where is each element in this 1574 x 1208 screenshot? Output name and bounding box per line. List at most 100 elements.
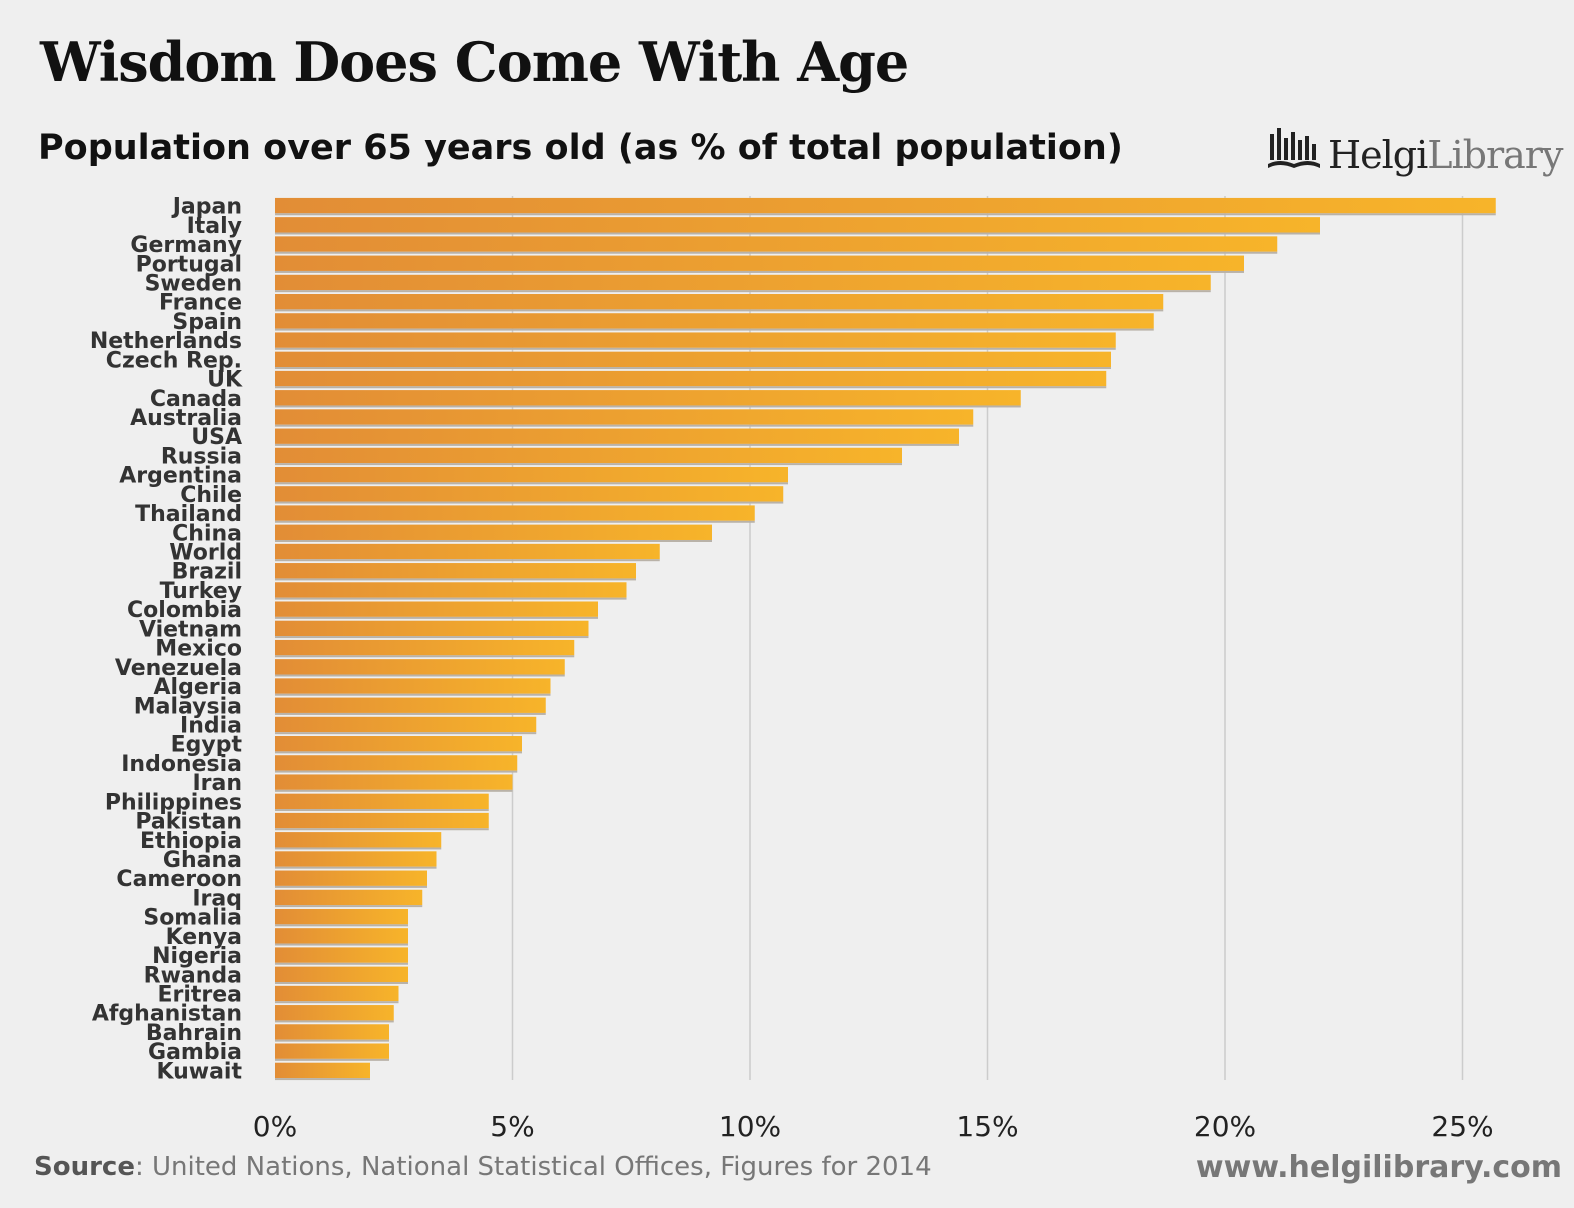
category-label: Bahrain bbox=[146, 1021, 242, 1046]
category-label: Australia bbox=[130, 406, 242, 431]
bar-shadow bbox=[275, 597, 627, 600]
bar bbox=[275, 428, 959, 444]
bar-shadow bbox=[275, 328, 1154, 331]
category-label: World bbox=[169, 541, 242, 566]
bar-shadow bbox=[275, 847, 442, 850]
bar-shadow bbox=[275, 309, 1164, 312]
bar-shadow bbox=[275, 866, 437, 869]
bar bbox=[275, 716, 537, 733]
library-books-icon bbox=[1268, 128, 1320, 168]
bar bbox=[275, 908, 408, 925]
category-label: Ethiopia bbox=[140, 829, 242, 854]
bar bbox=[275, 524, 712, 540]
bar bbox=[275, 774, 513, 790]
bar-shadow bbox=[275, 828, 489, 831]
category-label: Chile bbox=[180, 483, 242, 508]
bar-shadow bbox=[275, 636, 589, 639]
bar bbox=[275, 543, 660, 560]
bar-shadow bbox=[275, 1001, 399, 1004]
bar bbox=[275, 947, 408, 963]
category-label: Kenya bbox=[166, 925, 242, 950]
bar-shadow bbox=[275, 616, 598, 619]
bar-shadow bbox=[275, 251, 1278, 254]
source-text: : United Nations, National Statistical O… bbox=[134, 1152, 932, 1182]
bar bbox=[275, 236, 1278, 252]
bar-shadow bbox=[275, 732, 537, 735]
category-label: Iraq bbox=[192, 886, 242, 911]
x-tick-label: 25% bbox=[1431, 1110, 1493, 1143]
bar bbox=[275, 985, 399, 1002]
bar-shadow bbox=[275, 405, 1021, 408]
category-label: Indonesia bbox=[121, 752, 242, 777]
bar bbox=[275, 697, 546, 713]
bar-shadow bbox=[275, 905, 423, 908]
bar bbox=[275, 390, 1021, 406]
bar bbox=[275, 255, 1244, 271]
logo-brand-light: Library bbox=[1427, 133, 1563, 177]
category-labels: JapanItalyGermanyPortugalSwedenFranceSpa… bbox=[90, 195, 243, 1085]
bar bbox=[275, 466, 788, 483]
bar-shadow bbox=[275, 482, 788, 485]
category-label: Netherlands bbox=[90, 329, 242, 354]
bar-shadow bbox=[275, 347, 1116, 350]
source-label: Source bbox=[34, 1152, 135, 1182]
category-label: Colombia bbox=[127, 598, 242, 623]
category-label: Portugal bbox=[136, 252, 242, 277]
helgi-library-logo[interactable]: HelgiLibrary bbox=[1266, 122, 1563, 177]
website-link[interactable]: www.helgilibrary.com bbox=[1195, 1150, 1562, 1185]
bar bbox=[275, 486, 784, 502]
bars bbox=[275, 197, 1496, 1081]
category-label: Pakistan bbox=[135, 810, 242, 835]
bar bbox=[275, 563, 636, 579]
category-label: Japan bbox=[171, 195, 242, 220]
category-label: Afghanistan bbox=[92, 1002, 242, 1027]
bar bbox=[275, 793, 489, 810]
bar bbox=[275, 447, 902, 464]
bar-shadow bbox=[275, 578, 636, 581]
bar-shadow bbox=[275, 559, 660, 562]
bar-shadow bbox=[275, 693, 551, 696]
bar bbox=[275, 1043, 389, 1059]
chart-subtitle: Population over 65 years old (as % of to… bbox=[38, 128, 1123, 168]
bar bbox=[275, 1005, 394, 1021]
bar-shadow bbox=[275, 463, 902, 466]
bar bbox=[275, 217, 1320, 233]
bar bbox=[275, 601, 598, 617]
bar-shadow bbox=[275, 213, 1496, 216]
bar-shadow bbox=[275, 789, 513, 792]
category-label: Kuwait bbox=[156, 1059, 242, 1084]
category-label: Gambia bbox=[148, 1040, 242, 1065]
bar-shadow bbox=[275, 1039, 389, 1042]
bar-shadow bbox=[275, 290, 1211, 293]
bar bbox=[275, 832, 442, 848]
bar bbox=[275, 755, 518, 771]
bar-shadow bbox=[275, 712, 546, 715]
bar bbox=[275, 313, 1154, 329]
bar-shadow bbox=[275, 539, 712, 542]
bar-shadow bbox=[275, 981, 408, 984]
category-label: Canada bbox=[150, 387, 242, 412]
category-label: Ghana bbox=[163, 848, 242, 873]
bar-shadow bbox=[275, 924, 408, 927]
bar-shadow bbox=[275, 962, 408, 965]
category-label: China bbox=[172, 521, 242, 546]
bar-shadow bbox=[275, 232, 1320, 235]
bar bbox=[275, 889, 423, 906]
category-label: Philippines bbox=[105, 790, 242, 815]
bar bbox=[275, 678, 551, 694]
category-label: Iran bbox=[192, 771, 242, 796]
bar-shadow bbox=[275, 443, 959, 446]
bar bbox=[275, 351, 1111, 368]
x-tick-label: 0% bbox=[253, 1110, 297, 1143]
category-label: Brazil bbox=[172, 560, 242, 585]
bar bbox=[275, 928, 408, 944]
bar bbox=[275, 274, 1211, 291]
bar bbox=[275, 332, 1116, 348]
bar-shadow bbox=[275, 1020, 394, 1023]
bar-shadow bbox=[275, 809, 489, 812]
category-label: India bbox=[180, 713, 242, 738]
source-note: Source: United Nations, National Statist… bbox=[34, 1152, 932, 1182]
category-label: Czech Rep. bbox=[106, 348, 242, 373]
bar-shadow bbox=[275, 1078, 370, 1081]
